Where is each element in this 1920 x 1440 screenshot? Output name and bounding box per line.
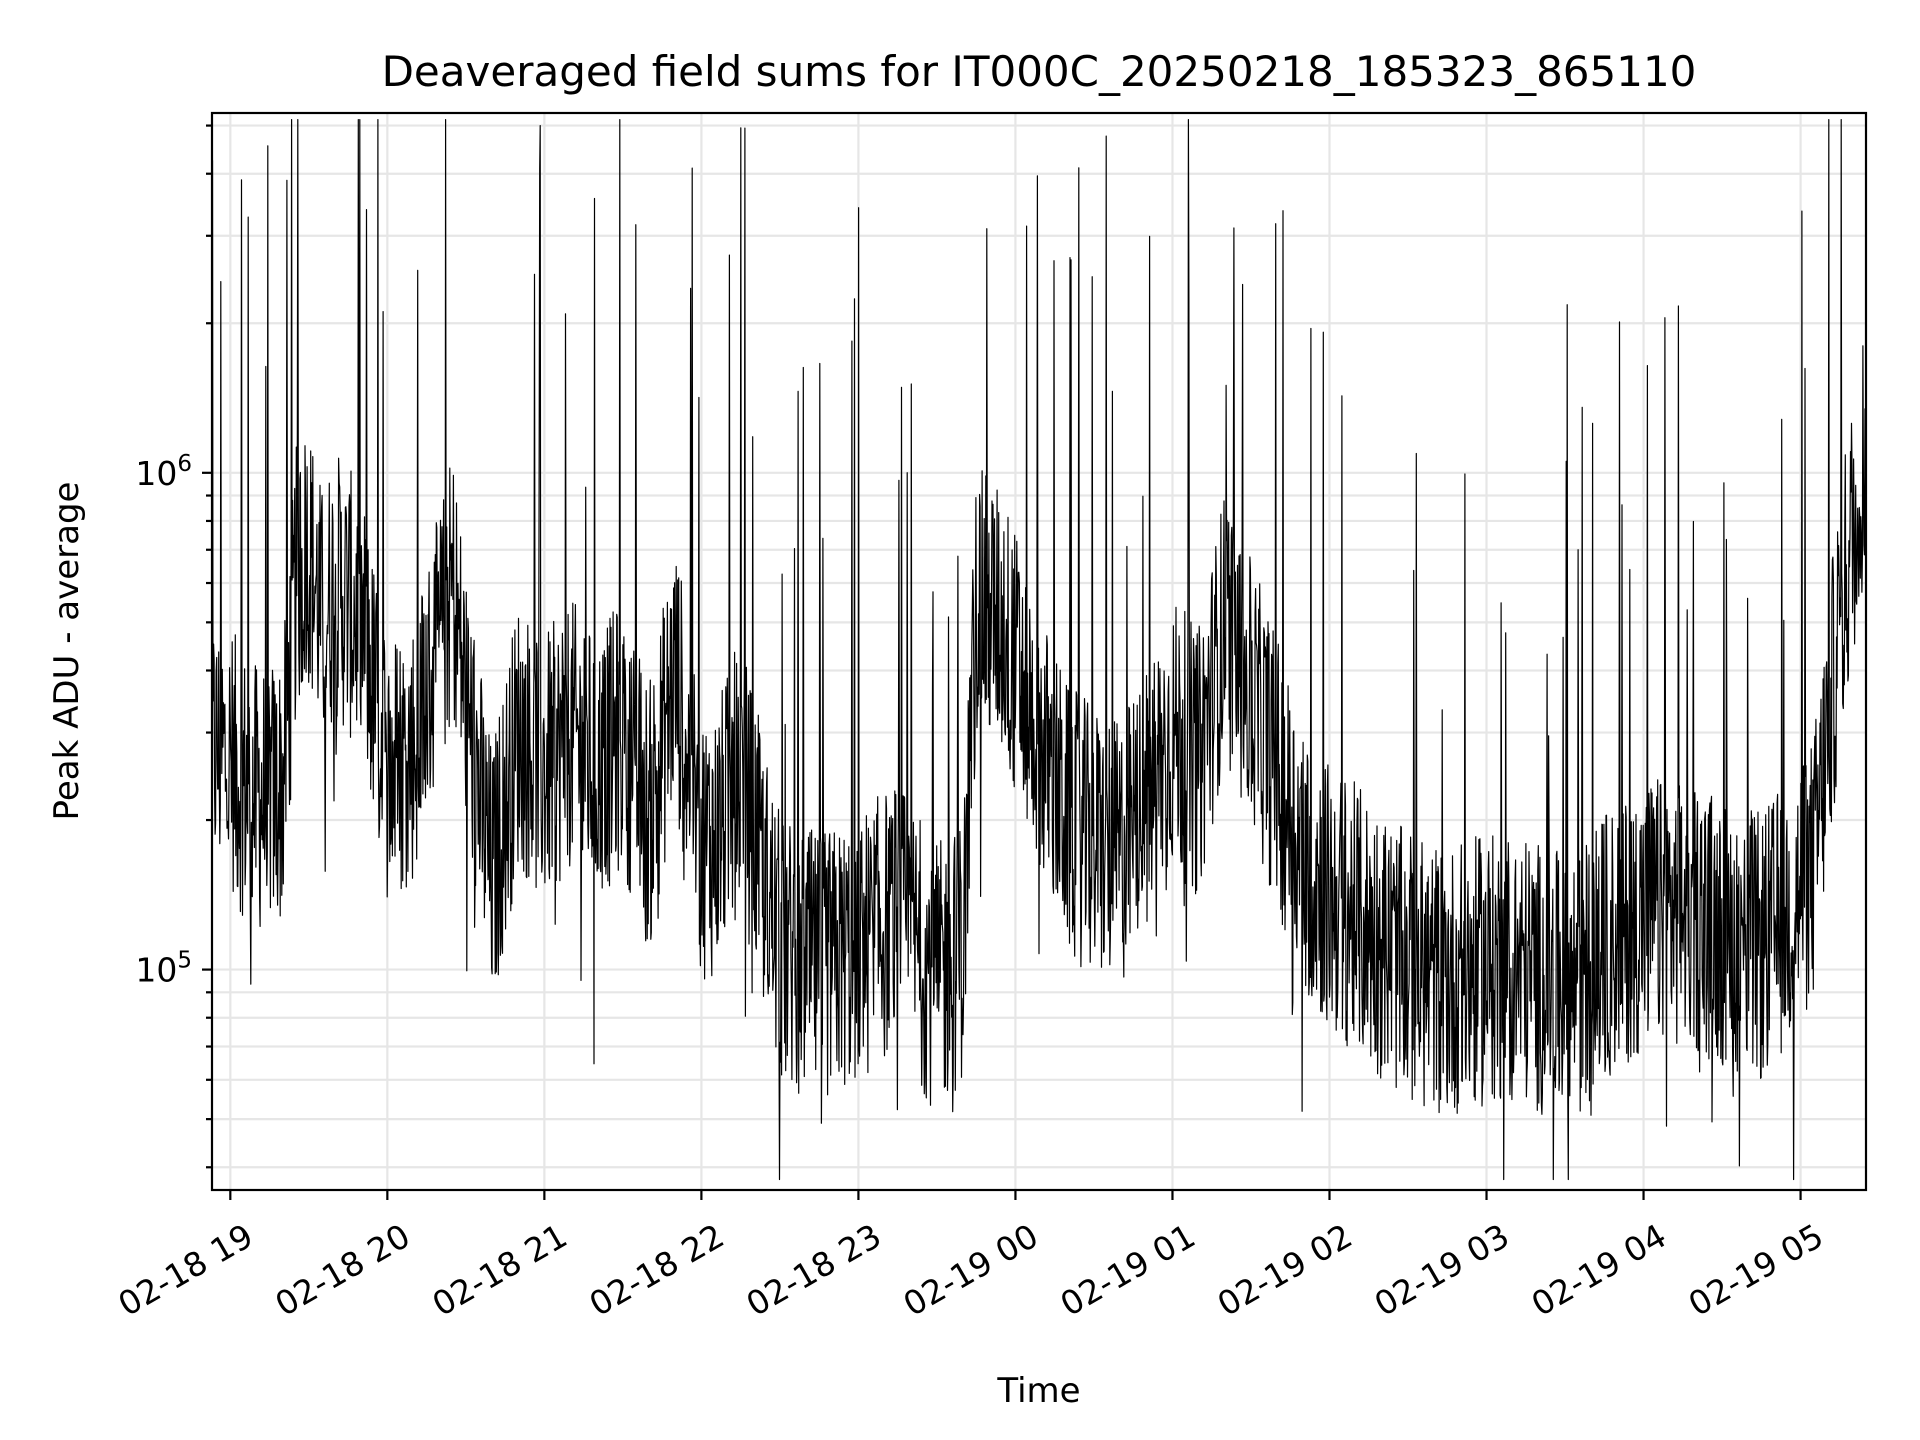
plot-frame <box>210 111 1868 1192</box>
x-tick-label: 02-19 02 <box>1211 1216 1359 1324</box>
x-tick-label: 02-18 19 <box>112 1216 260 1324</box>
y-axis: 105 106 <box>135 124 212 1169</box>
x-tick-label: 02-19 01 <box>1054 1216 1202 1324</box>
series-line <box>211 119 1867 1181</box>
x-tick-label: 02-18 23 <box>740 1216 888 1324</box>
x-tick-label: 02-18 20 <box>269 1216 417 1324</box>
x-tick-label: 02-18 22 <box>583 1216 731 1324</box>
x-axis: 02-18 19 02-18 20 02-18 21 02-18 22 02-18 23… <box>112 1190 1830 1324</box>
series <box>211 119 1867 1181</box>
x-tick-label: 02-19 03 <box>1368 1216 1516 1324</box>
chart-title: Deaveraged field sums for IT000C_2025021… <box>382 47 1697 96</box>
y-tick-label: 106 <box>135 451 192 493</box>
y-axis-label: Peak ADU - average <box>47 482 87 821</box>
x-tick-label: 02-19 00 <box>897 1216 1045 1324</box>
x-tick-label: 02-18 21 <box>426 1216 574 1324</box>
x-tick-label: 02-19 04 <box>1525 1216 1673 1324</box>
x-tick-label: 02-19 05 <box>1682 1216 1830 1324</box>
y-tick-label: 105 <box>135 948 192 990</box>
x-axis-label: Time <box>996 1371 1080 1411</box>
